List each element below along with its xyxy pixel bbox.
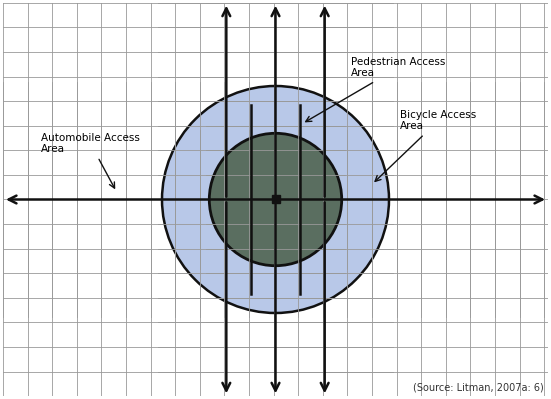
- Text: Bicycle Access
Area: Bicycle Access Area: [375, 110, 477, 182]
- Text: Automobile Access
Area: Automobile Access Area: [41, 132, 140, 188]
- Circle shape: [162, 86, 389, 313]
- Circle shape: [209, 133, 342, 266]
- Text: (Source: Litman, 2007a: 6): (Source: Litman, 2007a: 6): [413, 382, 544, 393]
- Text: Pedestrian Access
Area: Pedestrian Access Area: [306, 57, 446, 122]
